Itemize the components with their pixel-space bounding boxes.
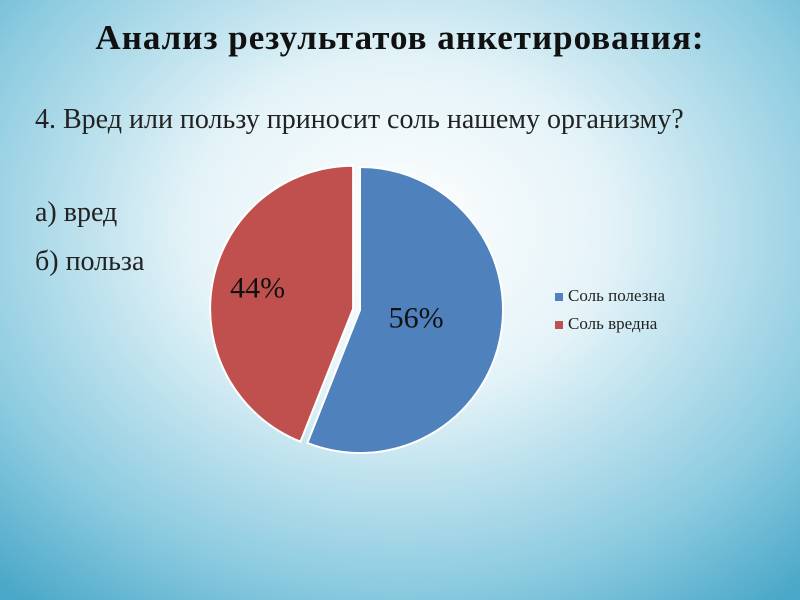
pie-slice [209, 164, 355, 443]
option: б) польза [35, 246, 145, 277]
question: 4. Вред или пользу приносит соль нашему … [35, 104, 684, 135]
slide-title: Анализ результатов анкетирования: [95, 18, 705, 57]
data-label: 44% [230, 271, 285, 304]
legend-label: Соль полезна [568, 286, 666, 305]
option: а) вред [35, 197, 118, 228]
legend-swatch [555, 321, 563, 329]
legend-label: Соль вредна [568, 314, 658, 333]
data-label: 56% [389, 302, 444, 335]
pie-slice [306, 165, 504, 454]
legend-swatch [555, 293, 563, 301]
